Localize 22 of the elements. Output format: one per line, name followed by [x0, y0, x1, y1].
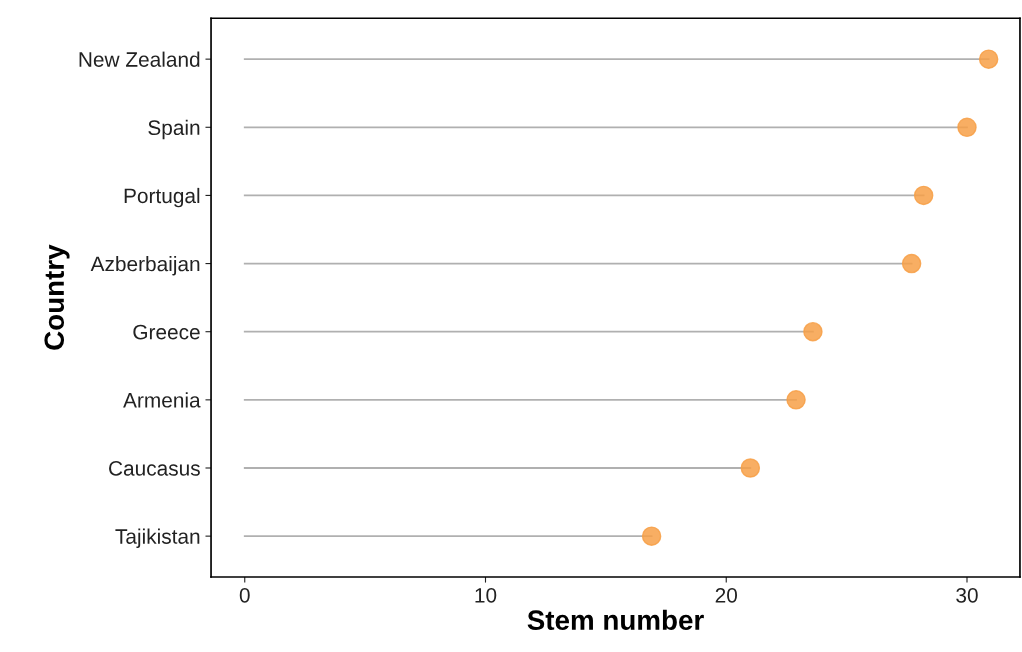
point — [803, 321, 823, 342]
point — [641, 526, 662, 546]
y-tick-label: Spain — [148, 119, 200, 140]
y-tick-label: Armenia — [123, 392, 201, 408]
y-axis-title: Country — [44, 244, 70, 350]
point — [786, 390, 806, 410]
y-tick-label: Tajikistan — [115, 528, 200, 549]
point — [913, 185, 934, 206]
y-tick-label: Portugal — [124, 187, 200, 208]
x-tick-label: 10 — [475, 587, 497, 603]
point — [957, 117, 977, 138]
x-axis-title: Stem number — [527, 609, 704, 631]
y-tick-label: Greece — [133, 324, 200, 340]
point — [740, 458, 761, 478]
x-tick-label: 20 — [715, 587, 738, 603]
y-tick-label: Caucasus — [109, 460, 200, 476]
x-tick-label: 0 — [239, 587, 250, 603]
x-tick-label: 30 — [956, 587, 978, 603]
point — [978, 49, 999, 69]
y-tick-label: New Zealand — [79, 51, 200, 67]
y-tick-label: Azberbaijan — [90, 256, 200, 276]
point — [901, 253, 922, 274]
